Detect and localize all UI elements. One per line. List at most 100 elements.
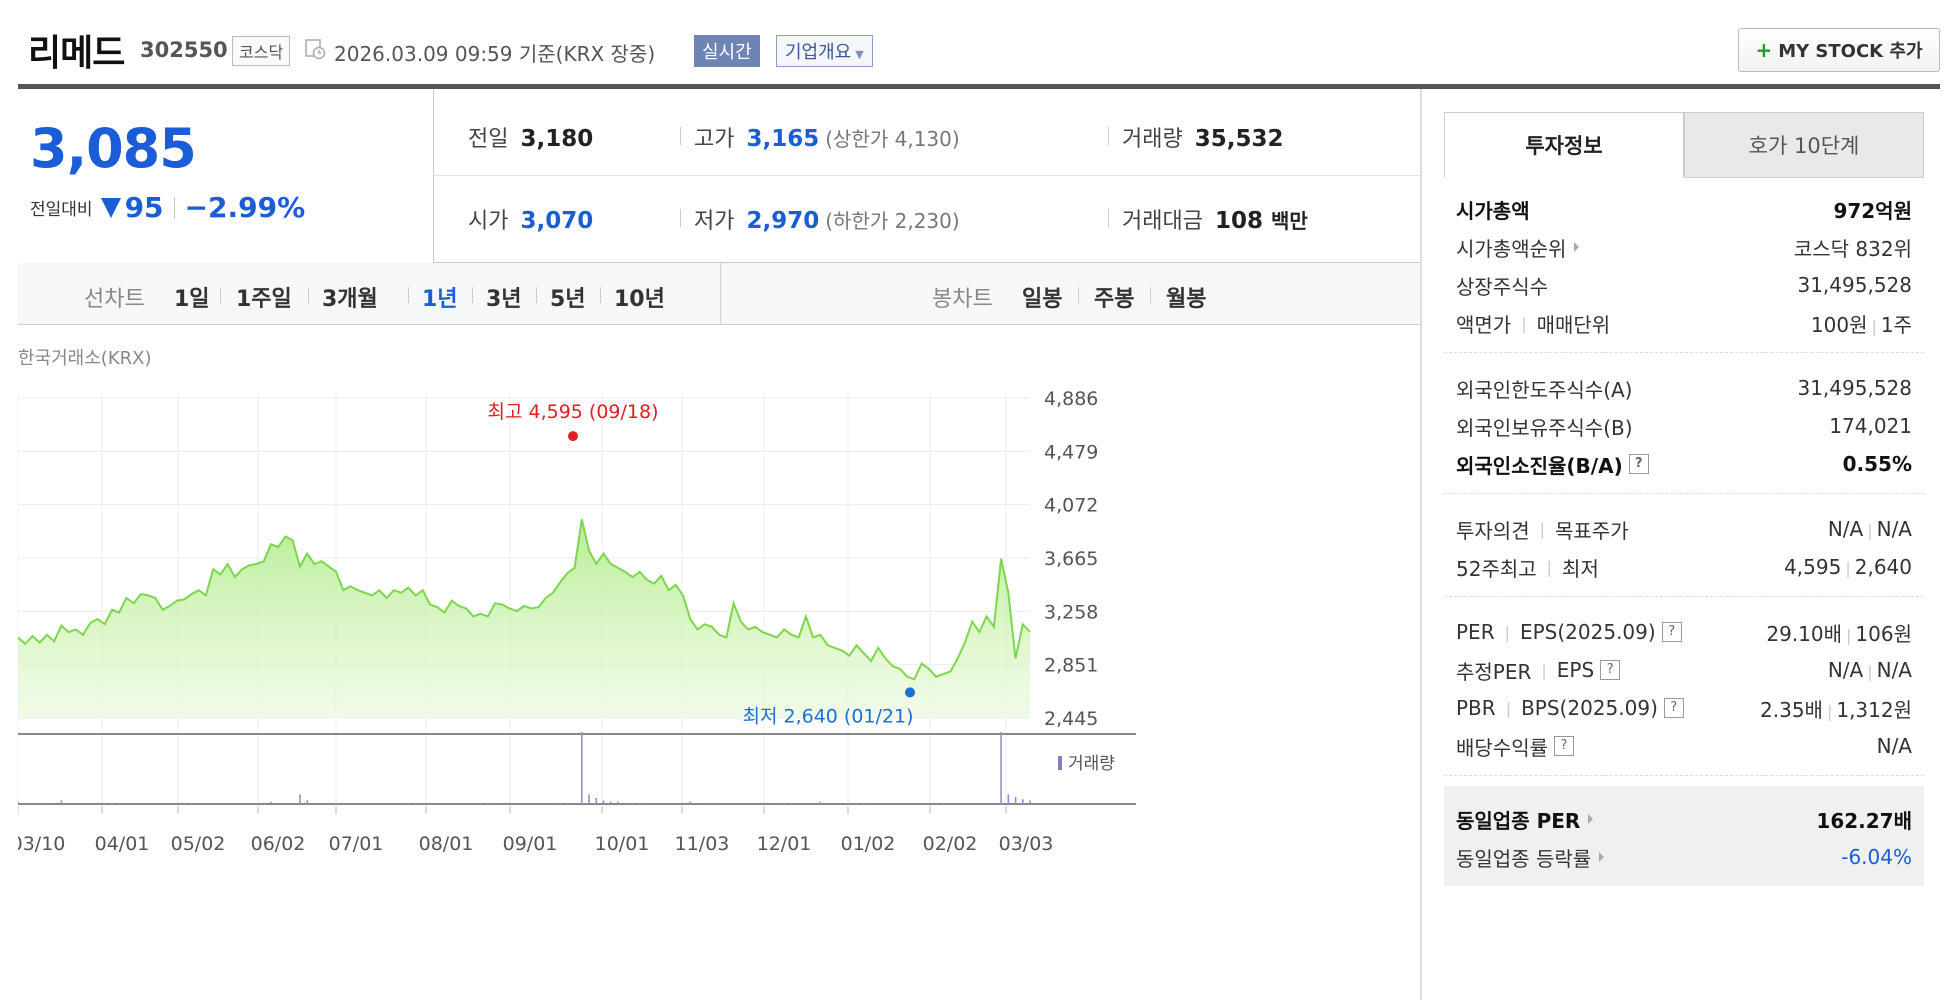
info-row: 시가총액 972억원	[1456, 190, 1912, 228]
open-price: 시가 3,070	[468, 203, 593, 235]
info-row: 추정PER | EPS? N/A | N/A	[1456, 651, 1912, 689]
week52-high-val: 4,595	[1784, 555, 1842, 579]
volume-bar	[711, 802, 713, 804]
tab-10y[interactable]: 10년	[614, 287, 665, 312]
volume-bar	[985, 802, 988, 804]
tab-5y[interactable]: 5년	[550, 287, 586, 312]
tab-1y[interactable]: 1년	[422, 287, 458, 312]
realtime-button[interactable]: 실시간	[694, 35, 760, 67]
panel-divider	[1420, 89, 1422, 1000]
volume-bar	[385, 802, 388, 804]
foreign-limit-label: 외국인한도주식수(A)	[1456, 377, 1633, 402]
help-icon[interactable]: ?	[1554, 736, 1574, 756]
volume-bar	[465, 802, 467, 804]
opinion-key: 투자의견	[1456, 518, 1530, 543]
volume-bar	[197, 802, 200, 804]
investment-info-panel: 투자정보 호가 10단계 시가총액 972억원 시가총액순위 코스닥 832위 상장…	[1444, 112, 1924, 886]
market-badge: 코스닥	[232, 36, 291, 66]
volume-bar	[472, 802, 475, 804]
divider	[600, 287, 601, 303]
face-value-value: 100원 | 1주	[1811, 309, 1912, 338]
chevron-right-icon	[1588, 814, 1594, 824]
trade-amount-value: 108 백만	[1215, 205, 1308, 234]
tab-3m[interactable]: 3개월	[322, 287, 378, 312]
x-tick-label: 09/01	[503, 833, 558, 855]
volume-bar	[147, 802, 149, 804]
foreign-ratio-value: 0.55%	[1842, 452, 1912, 476]
industry-section: 동일업종 PER 162.27배 동일업종 등락률 -6.04%	[1444, 786, 1924, 886]
high-price: 고가 3,165 (상한가 4,130)	[694, 121, 960, 153]
add-my-stock-button[interactable]: + MY STOCK 추가	[1738, 28, 1940, 72]
volume-bar	[768, 802, 771, 804]
industry-rate-link[interactable]: 동일업종 등락률	[1456, 843, 1605, 872]
volume-bar	[805, 802, 807, 804]
volume-bar	[501, 802, 504, 804]
market-cap-rank-link[interactable]: 시가총액순위	[1456, 233, 1580, 262]
divider: |	[1871, 316, 1877, 336]
y-tick-label: 3,665	[1044, 548, 1098, 570]
volume-bar	[870, 802, 872, 804]
divider: |	[1539, 519, 1545, 539]
volume-bar	[436, 802, 439, 804]
volume-bar	[1000, 732, 1002, 804]
divider: |	[1867, 662, 1873, 681]
x-tick-label: 12/01	[757, 833, 812, 855]
company-overview-dropdown[interactable]: 기업개요 ▼	[776, 35, 873, 67]
help-icon[interactable]: ?	[1600, 660, 1621, 680]
listed-shares-value: 31,495,528	[1797, 273, 1912, 297]
divider	[536, 287, 537, 303]
clock-icon	[305, 39, 326, 60]
volume-bar	[638, 802, 641, 804]
divider: |	[1546, 557, 1553, 577]
open-label: 시가	[468, 209, 509, 234]
volume-bar	[797, 802, 800, 804]
info-tabs: 투자정보 호가 10단계	[1444, 112, 1924, 178]
tab-1w[interactable]: 1주일	[236, 287, 292, 312]
volume-bar	[877, 802, 879, 804]
quote-panel: 3,085 전일대비 95 −2.99% 전일 3,180 고가 3,165 (…	[18, 89, 1420, 263]
tab-orderbook-10[interactable]: 호가 10단계	[1684, 112, 1924, 178]
volume-bar	[24, 802, 27, 804]
x-tick-label: 06/02	[251, 833, 306, 855]
chevron-right-icon	[1574, 242, 1580, 252]
volume-bar	[725, 802, 728, 804]
tab-monthly[interactable]: 월봉	[1166, 287, 1207, 312]
volume-bar	[617, 801, 619, 804]
pbr-value: 2.35배 | 1,312원	[1760, 694, 1912, 723]
volume-bar	[920, 802, 923, 804]
tab-daily[interactable]: 일봉	[1022, 287, 1063, 312]
volume-bar	[111, 802, 113, 804]
help-icon[interactable]: ?	[1628, 454, 1649, 474]
x-tick-label: 03/03	[999, 833, 1054, 855]
help-icon[interactable]: ?	[1661, 622, 1682, 642]
tab-3y[interactable]: 3년	[486, 287, 522, 312]
foreign-ratio-label: 외국인소진율(B/A)?	[1456, 450, 1649, 479]
divider	[308, 287, 309, 303]
industry-per-link[interactable]: 동일업종 PER	[1456, 805, 1594, 834]
volume-bar	[602, 800, 605, 804]
price-chart[interactable]: 4,886 4,479 4,072 3,665 3,258 2,851 2,445 03/10…	[18, 380, 1418, 940]
tab-weekly[interactable]: 주봉	[1094, 287, 1135, 312]
volume-bar	[38, 802, 41, 804]
volume-bar	[67, 802, 70, 804]
volume-bar	[884, 802, 887, 804]
tab-investment-info[interactable]: 투자정보	[1444, 112, 1684, 178]
stock-name: 리메드	[28, 33, 125, 74]
volume-bar	[118, 802, 120, 804]
volume-bar	[291, 802, 294, 804]
market-cap-section: 시가총액 972억원 시가총액순위 코스닥 832위 상장주식수 31,495,528…	[1444, 178, 1924, 353]
volume-bar	[31, 802, 34, 804]
volume-bar	[132, 802, 135, 804]
volume-bar	[899, 802, 901, 804]
volume-value: 35,532	[1194, 126, 1284, 152]
x-tick-label: 08/01	[419, 833, 474, 855]
week52-low-val: 2,640	[1854, 555, 1912, 579]
volume-bar	[523, 802, 525, 804]
listed-shares-label: 상장주식수	[1456, 274, 1548, 299]
dividend-key: 배당수익률	[1456, 735, 1548, 760]
volume-bar	[703, 802, 706, 804]
foreign-section: 외국인한도주식수(A) 31,495,528 외국인보유주식수(B) 174,021…	[1444, 353, 1924, 494]
tab-1d[interactable]: 1일	[174, 287, 210, 312]
volume-bar	[169, 802, 171, 804]
help-icon[interactable]: ?	[1663, 698, 1684, 718]
